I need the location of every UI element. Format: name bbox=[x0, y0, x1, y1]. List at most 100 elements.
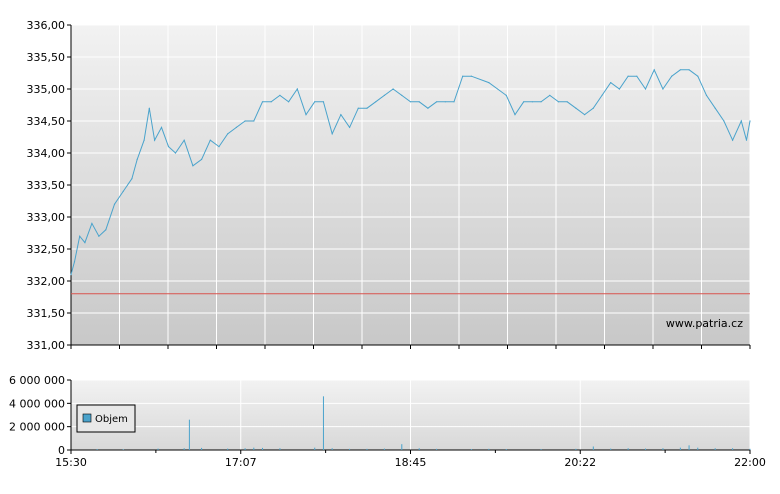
volume-bar bbox=[314, 447, 316, 450]
price-point bbox=[305, 114, 307, 116]
volume-bar bbox=[505, 449, 507, 450]
price-point bbox=[357, 107, 359, 109]
volume-bar bbox=[122, 449, 124, 450]
price-point bbox=[375, 101, 377, 103]
price-point bbox=[200, 158, 203, 160]
price-y-tick-label: 334,00 bbox=[27, 147, 66, 160]
price-point bbox=[584, 114, 586, 116]
volume-bar bbox=[436, 448, 438, 450]
price-point bbox=[131, 178, 133, 180]
volume-bar bbox=[253, 447, 255, 450]
volume-bar bbox=[183, 448, 185, 450]
price-y-tick-label: 331,00 bbox=[27, 339, 66, 352]
price-point bbox=[488, 82, 490, 84]
price-point bbox=[70, 274, 72, 276]
price-point bbox=[462, 75, 464, 77]
price-point bbox=[192, 165, 194, 167]
volume-bar bbox=[592, 446, 594, 450]
price-point bbox=[745, 139, 748, 141]
price-point bbox=[322, 101, 325, 103]
price-point bbox=[122, 190, 124, 192]
volume-bar bbox=[227, 448, 229, 450]
price-y-tick-label: 334,50 bbox=[27, 115, 66, 128]
price-point bbox=[84, 242, 86, 244]
price-point bbox=[227, 133, 229, 135]
price-point bbox=[627, 75, 629, 77]
price-point bbox=[136, 158, 138, 160]
price-point bbox=[610, 82, 612, 84]
legend-swatch bbox=[82, 413, 92, 423]
price-point bbox=[288, 101, 290, 103]
price-point bbox=[714, 107, 716, 109]
legend: Objem bbox=[76, 404, 136, 433]
price-point bbox=[653, 69, 655, 71]
price-point bbox=[662, 88, 664, 90]
price-point bbox=[113, 203, 116, 205]
price-y-tick-labels: 336,00 335,50 335,00 334,50 334,00 333,50 333,… bbox=[27, 19, 66, 352]
volume-y-tick-label: 2 000 000 bbox=[9, 421, 65, 434]
volume-bar bbox=[732, 448, 734, 450]
price-point bbox=[592, 107, 594, 109]
price-point bbox=[244, 120, 246, 122]
price-point bbox=[261, 101, 264, 103]
price-point bbox=[218, 146, 220, 148]
price-point bbox=[91, 222, 93, 224]
price-point bbox=[436, 101, 438, 103]
price-point bbox=[148, 107, 150, 109]
volume-bars bbox=[96, 396, 751, 450]
volume-bar bbox=[662, 448, 664, 450]
volume-bar bbox=[470, 449, 472, 450]
price-point bbox=[105, 229, 107, 231]
price-y-tick-label: 333,50 bbox=[27, 179, 66, 192]
price-point bbox=[740, 120, 742, 122]
price-point bbox=[340, 114, 342, 116]
volume-bar bbox=[201, 447, 203, 450]
price-point bbox=[143, 139, 145, 141]
x-tick-label: 20:22 bbox=[564, 456, 596, 469]
price-point bbox=[671, 75, 673, 77]
price-point bbox=[705, 94, 708, 96]
price-point bbox=[566, 101, 568, 103]
volume-bar bbox=[688, 445, 690, 450]
price-point bbox=[392, 88, 394, 90]
x-tick-label: 15:30 bbox=[55, 456, 87, 469]
volume-bar bbox=[749, 448, 751, 450]
volume-y-tick-label: 0 bbox=[58, 444, 65, 457]
price-point bbox=[618, 88, 621, 90]
price-point bbox=[557, 101, 560, 103]
x-tick-labels: 15:30 17:07 18:45 20:22 22:00 bbox=[55, 456, 766, 469]
price-point bbox=[79, 235, 81, 237]
price-point bbox=[183, 139, 185, 141]
volume-bar bbox=[349, 448, 351, 450]
volume-y-tick-label: 4 000 000 bbox=[9, 397, 65, 410]
volume-bar bbox=[627, 448, 629, 450]
price-point bbox=[348, 126, 351, 128]
volume-bar bbox=[331, 448, 333, 450]
price-point bbox=[418, 101, 420, 103]
price-point bbox=[253, 120, 255, 122]
volume-bar bbox=[488, 448, 490, 450]
volume-y-tick-label: 6 000 000 bbox=[9, 374, 65, 387]
price-point bbox=[383, 94, 385, 96]
price-point bbox=[279, 94, 281, 96]
x-tick-label: 22:00 bbox=[734, 456, 766, 469]
volume-bar bbox=[383, 448, 385, 450]
price-point bbox=[679, 69, 681, 71]
price-axes bbox=[70, 25, 750, 346]
price-point bbox=[531, 101, 533, 103]
volume-bar bbox=[279, 448, 281, 450]
volume-bar bbox=[679, 447, 681, 450]
price-point bbox=[514, 114, 516, 116]
price-point bbox=[160, 126, 163, 128]
price-y-tick-label: 332,00 bbox=[27, 275, 66, 288]
volume-bar bbox=[645, 448, 647, 450]
volume-bar bbox=[540, 449, 542, 450]
price-point bbox=[688, 69, 690, 71]
legend-label: Objem bbox=[95, 414, 128, 425]
price-point bbox=[296, 88, 298, 90]
price-point bbox=[331, 133, 333, 135]
volume-bar bbox=[96, 449, 98, 450]
volume-bar bbox=[244, 448, 246, 450]
price-point bbox=[444, 101, 446, 103]
